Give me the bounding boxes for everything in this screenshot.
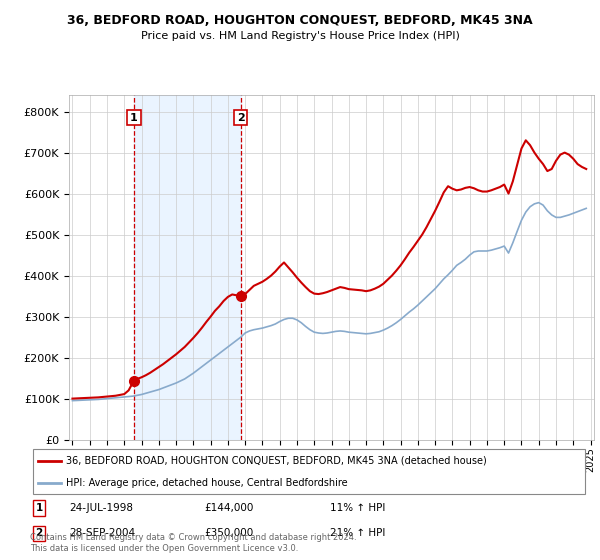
Text: 24-JUL-1998: 24-JUL-1998 <box>69 503 133 513</box>
Text: 28-SEP-2004: 28-SEP-2004 <box>69 528 135 538</box>
FancyBboxPatch shape <box>33 450 585 494</box>
Text: £350,000: £350,000 <box>204 528 253 538</box>
Text: Price paid vs. HM Land Registry's House Price Index (HPI): Price paid vs. HM Land Registry's House … <box>140 31 460 41</box>
Text: 36, BEDFORD ROAD, HOUGHTON CONQUEST, BEDFORD, MK45 3NA: 36, BEDFORD ROAD, HOUGHTON CONQUEST, BED… <box>67 14 533 27</box>
Text: 2: 2 <box>35 528 43 538</box>
Text: 2: 2 <box>237 113 245 123</box>
Text: HPI: Average price, detached house, Central Bedfordshire: HPI: Average price, detached house, Cent… <box>66 478 348 488</box>
Text: 11% ↑ HPI: 11% ↑ HPI <box>330 503 385 513</box>
Bar <box>134 95 241 440</box>
Text: Contains HM Land Registry data © Crown copyright and database right 2024.
This d: Contains HM Land Registry data © Crown c… <box>30 533 356 553</box>
Text: 1: 1 <box>130 113 138 123</box>
Text: 36, BEDFORD ROAD, HOUGHTON CONQUEST, BEDFORD, MK45 3NA (detached house): 36, BEDFORD ROAD, HOUGHTON CONQUEST, BED… <box>66 456 487 466</box>
Text: 1: 1 <box>35 503 43 513</box>
Text: £144,000: £144,000 <box>204 503 253 513</box>
Text: 21% ↑ HPI: 21% ↑ HPI <box>330 528 385 538</box>
